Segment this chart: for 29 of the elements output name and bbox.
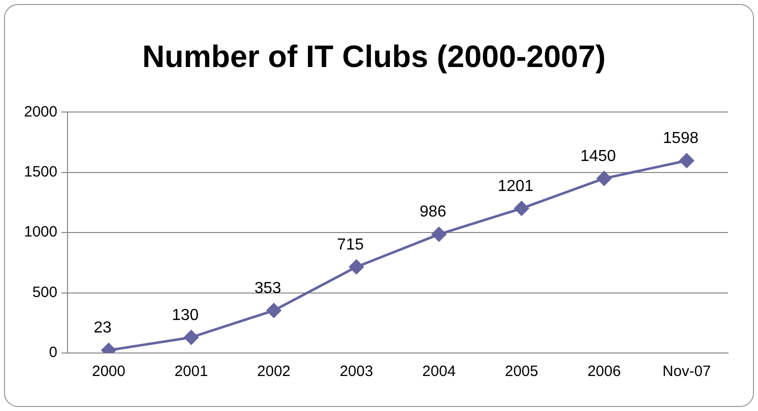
- data-label: 23: [94, 320, 112, 337]
- point: [349, 260, 364, 274]
- y-tick-label: 0: [49, 344, 58, 362]
- x-tick-label: 2004: [422, 363, 456, 380]
- data-label: 715: [337, 236, 364, 254]
- point: [432, 227, 446, 242]
- data-label: 130: [172, 306, 199, 324]
- x-tick-label: 2003: [340, 363, 374, 380]
- x-tick-label: 2001: [174, 363, 208, 380]
- data-label: 1201: [498, 178, 534, 195]
- point: [184, 330, 198, 345]
- x-tick-label: 2000: [92, 363, 126, 380]
- x-tick-label: 2005: [504, 363, 538, 380]
- y-tick-label: 1500: [24, 164, 58, 181]
- point: [266, 303, 282, 318]
- data-label: 986: [420, 204, 446, 221]
- x-tick-label: 2006: [587, 363, 621, 380]
- data-label: 353: [254, 280, 282, 297]
- point: [596, 171, 612, 186]
- x-tick-label: Nov-07: [662, 363, 711, 380]
- x-tick-label: 2002: [257, 363, 291, 380]
- data-label: 1450: [580, 148, 616, 165]
- point: [514, 201, 529, 216]
- y-tick-label: 1000: [24, 224, 58, 241]
- y-tick-label: 500: [32, 284, 58, 301]
- point: [679, 153, 694, 168]
- data-label: 1598: [662, 130, 699, 148]
- y-tick-label: 2000: [24, 103, 58, 120]
- chart-title: Number of IT Clubs (2000-2007): [142, 39, 606, 74]
